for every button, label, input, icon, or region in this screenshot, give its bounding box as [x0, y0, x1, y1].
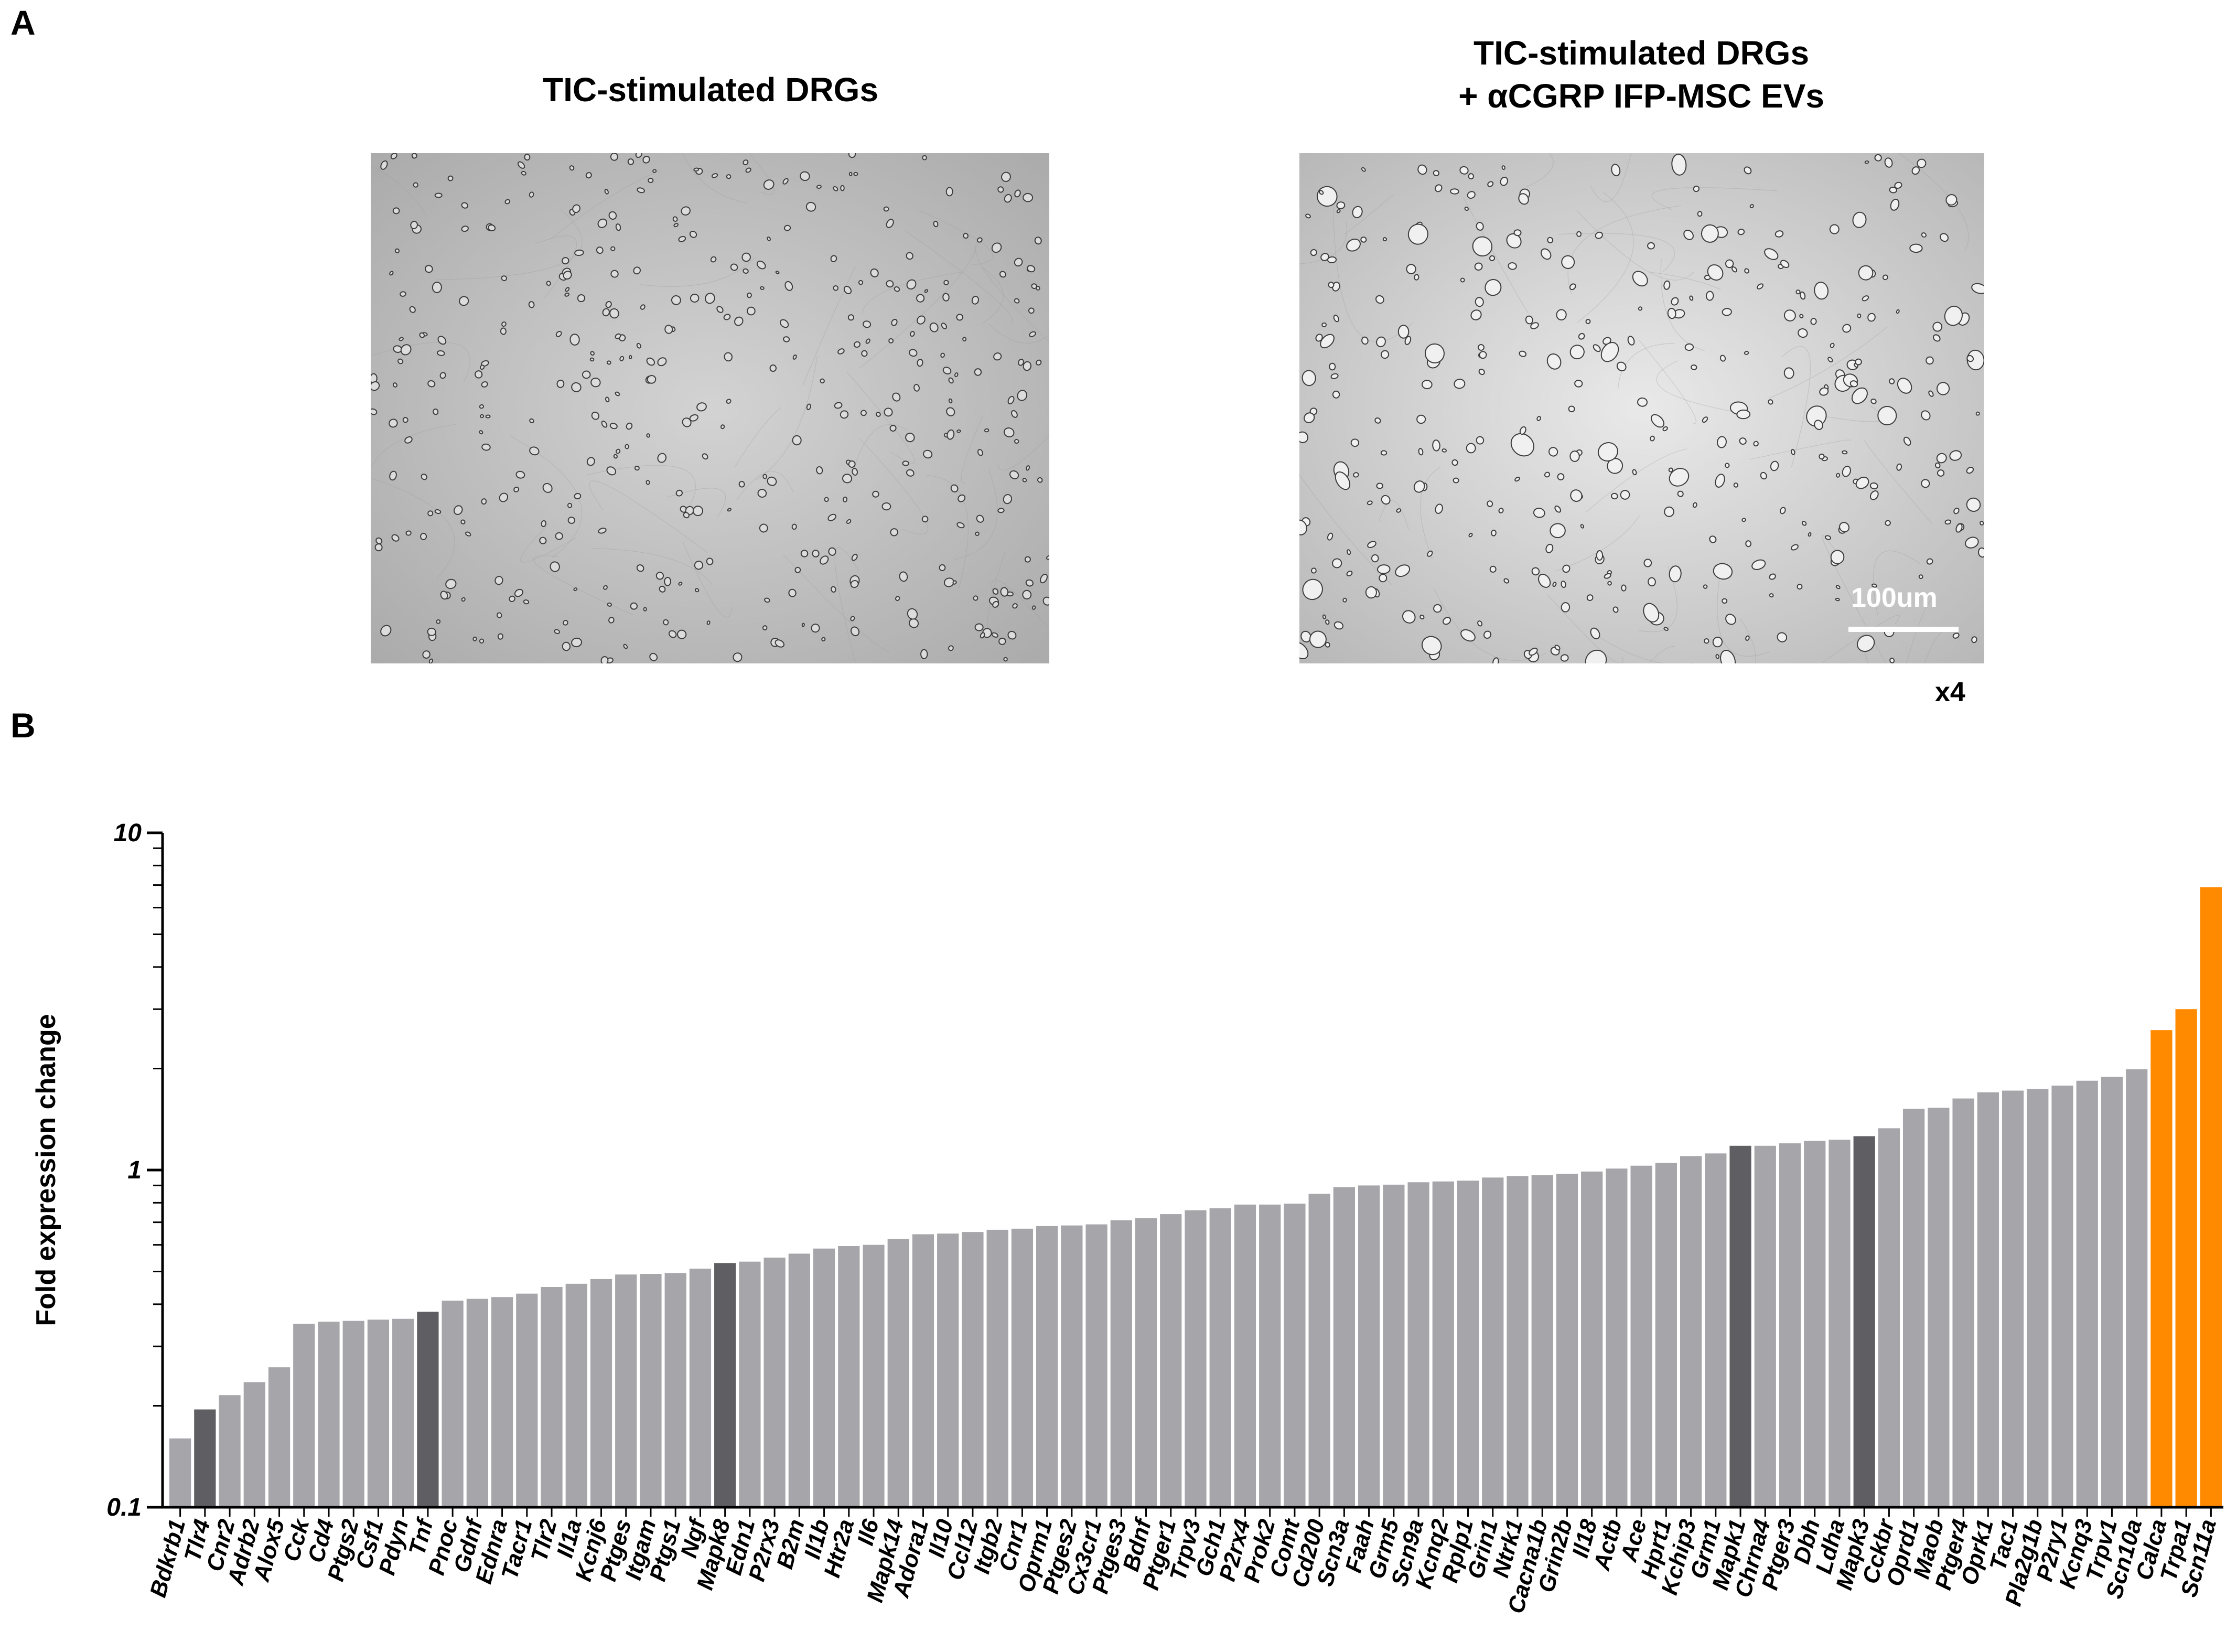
bar-oprk1 — [1977, 1092, 1999, 1507]
bar-ccl12 — [962, 1232, 984, 1507]
bar-pdyn — [392, 1318, 414, 1507]
bar-cd200 — [1308, 1194, 1330, 1507]
bar-scn11a — [2200, 887, 2222, 1507]
bar-ptger1 — [1160, 1214, 1182, 1507]
bar-prok2 — [1259, 1204, 1281, 1507]
scale-bar — [1848, 627, 1959, 632]
bar-trpv1 — [2101, 1077, 2123, 1507]
right-caption-line-1: TIC-stimulated DRGs — [1473, 34, 1810, 72]
bar-il6 — [863, 1245, 885, 1507]
bar-gch1 — [1209, 1208, 1231, 1507]
bar-ptges2 — [1061, 1225, 1083, 1507]
bar-ptgs2 — [342, 1321, 364, 1507]
bar-oprm1 — [1036, 1226, 1058, 1507]
bar-adora1 — [912, 1234, 934, 1507]
bar-calca — [2150, 1030, 2173, 1507]
bar-tlr2 — [541, 1286, 563, 1507]
micrograph-tic-stimulated — [371, 153, 1049, 663]
bar-comt — [1284, 1204, 1306, 1507]
bar-ldha — [1829, 1140, 1851, 1507]
right-image-caption: TIC-stimulated DRGs + αCGRP IFP-MSC EVs — [1300, 31, 1982, 117]
bar-ngf — [689, 1269, 712, 1507]
bar-cx3cr1 — [1085, 1224, 1107, 1507]
bar-cacna1b — [1531, 1175, 1553, 1507]
bar-cnr2 — [219, 1395, 241, 1507]
bar-bdkrb1 — [169, 1438, 191, 1507]
bar-mapk3 — [1853, 1136, 1875, 1507]
bar-kcnj6 — [590, 1279, 612, 1507]
bar-tac1 — [2002, 1090, 2024, 1507]
bar-il18 — [1581, 1171, 1603, 1507]
bar-tacr1 — [516, 1293, 538, 1507]
bar-pla2g1b — [2027, 1089, 2049, 1507]
bar-ptges3 — [1110, 1220, 1132, 1507]
bar-cd4 — [318, 1322, 340, 1507]
bar-actb — [1606, 1168, 1628, 1507]
y-axis-label: Fold expression change — [31, 1014, 61, 1326]
bar-grm5 — [1383, 1184, 1405, 1507]
bar-mapk1 — [1729, 1145, 1751, 1507]
bar-grin2b — [1556, 1174, 1578, 1507]
bar-cckbr — [1878, 1128, 1900, 1507]
bar-b2m — [788, 1253, 810, 1507]
bar-ace — [1630, 1165, 1652, 1507]
bar-il1b — [813, 1248, 835, 1507]
bar-hprt1 — [1655, 1163, 1677, 1507]
bar-ptger4 — [1952, 1098, 1974, 1507]
bar-grm1 — [1705, 1153, 1727, 1507]
bar-ptges — [615, 1274, 637, 1507]
scale-bar-label: 100um — [1851, 583, 1938, 613]
bar-cck — [293, 1324, 315, 1507]
bar-itgb2 — [986, 1229, 1008, 1507]
bar-rplp1 — [1457, 1181, 1479, 1507]
bar-grin1 — [1482, 1177, 1504, 1507]
bar-csf1 — [367, 1320, 390, 1507]
bar-ptgs1 — [664, 1273, 686, 1507]
magnification-label: x4 — [1935, 677, 1965, 707]
bar-ntrk1 — [1507, 1176, 1529, 1507]
bar-pnoc — [442, 1300, 464, 1507]
bar-edn1 — [739, 1261, 761, 1507]
bar-scn3a — [1333, 1187, 1355, 1507]
bar-mapk14 — [887, 1239, 909, 1507]
bar-p2rx3 — [763, 1257, 786, 1507]
y-tick-label: 0.1 — [106, 1494, 142, 1521]
bar-il1a — [565, 1283, 587, 1507]
bar-oprd1 — [1903, 1109, 1925, 1507]
bar-il10 — [937, 1233, 959, 1507]
bar-bdnf — [1135, 1218, 1157, 1507]
bar-ednra — [491, 1297, 513, 1507]
bar-cnr1 — [1011, 1228, 1034, 1507]
left-image-caption: TIC-stimulated DRGs — [542, 71, 879, 109]
bar-mapk8 — [714, 1263, 736, 1507]
bar-ptger3 — [1779, 1143, 1801, 1507]
bar-chrna4 — [1754, 1145, 1776, 1507]
bar-p2ry1 — [2051, 1085, 2073, 1507]
bar-scn10a — [2126, 1069, 2148, 1507]
panel-a-letter: A — [10, 3, 36, 42]
panel-b-letter: B — [10, 706, 36, 745]
bar-scn9a — [1407, 1182, 1429, 1507]
bar-faah — [1358, 1185, 1380, 1507]
bar-htr2a — [838, 1246, 860, 1507]
bar-tlr4 — [194, 1409, 216, 1507]
bar-adrb2 — [243, 1382, 265, 1507]
bar-tnf — [417, 1312, 439, 1507]
micrograph-tic-stimulated-with-evs — [1299, 153, 1984, 663]
right-caption-line-2: + αCGRP IFP-MSC EVs — [1458, 77, 1824, 115]
bar-alox5 — [268, 1367, 291, 1507]
y-tick-label: 10 — [114, 819, 142, 847]
bar-gdnf — [466, 1299, 488, 1507]
bar-p2rx4 — [1234, 1204, 1256, 1507]
bar-trpa1 — [2175, 1009, 2197, 1507]
bar-kcnq2 — [1432, 1181, 1454, 1507]
bar-itgam — [640, 1274, 662, 1507]
bar-maob — [1928, 1108, 1950, 1507]
y-tick-label: 1 — [127, 1156, 142, 1184]
bar-kcnq3 — [2076, 1080, 2098, 1507]
bar-trpv3 — [1185, 1210, 1207, 1507]
bar-kchip3 — [1680, 1156, 1702, 1507]
bar-dbh — [1804, 1141, 1826, 1507]
